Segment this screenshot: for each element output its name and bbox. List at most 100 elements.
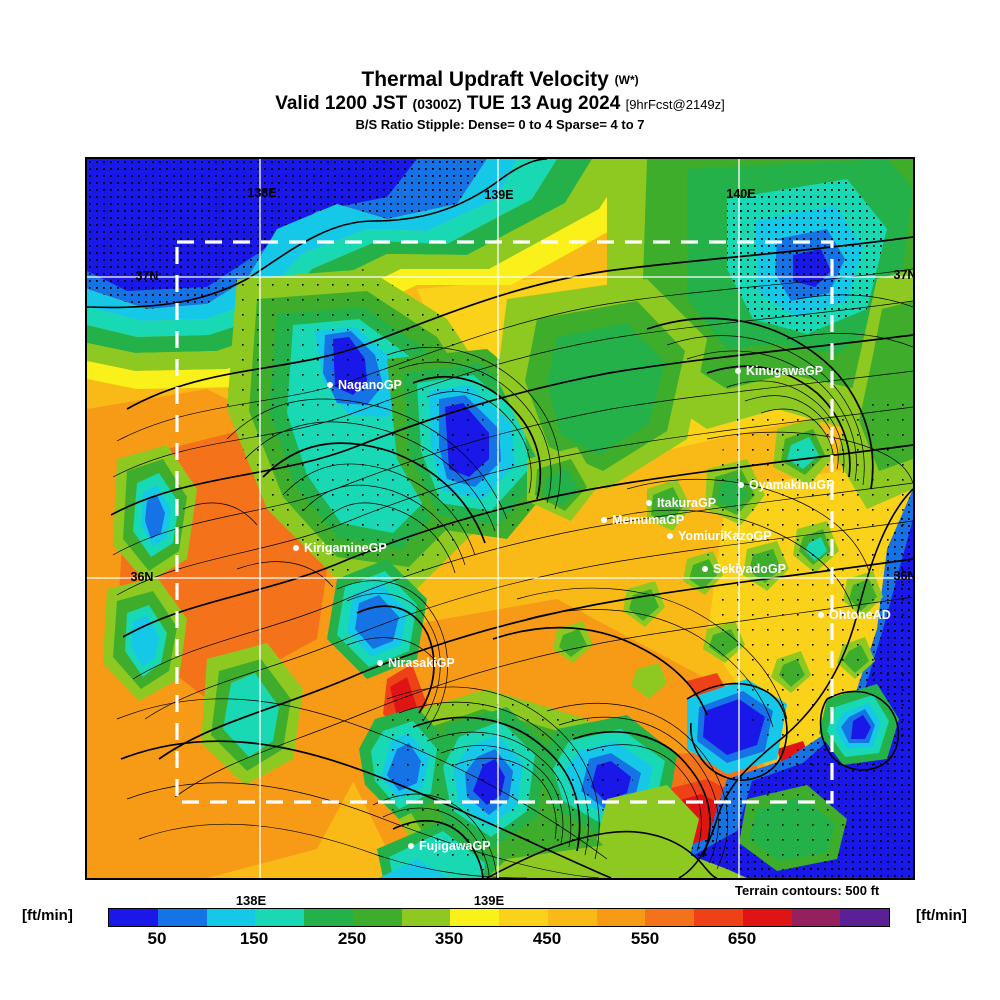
field-band — [145, 495, 165, 539]
colorbar-tick-150: 150 — [239, 929, 269, 948]
colorbar-swatch-9 — [547, 909, 597, 926]
station-dot-icon — [702, 566, 708, 572]
station-label-kinugawagp: KinugawaGP — [746, 364, 823, 378]
colorbar-tick-50: 50 — [147, 929, 167, 948]
colorbar-tick-550: 550 — [630, 929, 660, 948]
subdomain-box — [175, 240, 834, 804]
station-dot-icon — [293, 545, 299, 551]
station-label-oyamakinugp: OyamakinuGP — [749, 478, 834, 492]
station-label-ohtonead: OhtoneAD — [829, 608, 891, 622]
station-ohtonead[interactable]: OhtoneAD — [818, 608, 891, 622]
station-itakuragp[interactable]: ItakuraGP — [646, 496, 716, 510]
station-label-memumagp: MemumaGP — [612, 513, 684, 527]
field-band — [597, 785, 699, 871]
colorbar-swatch-7 — [450, 909, 499, 926]
station-label-yomiurikazogp: YomiuriKazoGP — [678, 529, 772, 543]
station-yomiurikazogp[interactable]: YomiuriKazoGP — [667, 529, 772, 543]
stipple-note: B/S Ratio Stipple: Dense= 0 to 4 Sparse=… — [355, 117, 645, 132]
colorbar-unit-left: [ft/min] — [22, 907, 73, 924]
title-text: Thermal Updraft Velocity — [361, 68, 609, 91]
grid-label-138e: 138E — [247, 186, 276, 200]
valid-date: TUE 13 Aug 2024 — [466, 93, 621, 114]
field-band — [131, 615, 159, 667]
station-label-kirigaminegp: KirigamineGP — [304, 541, 387, 555]
station-dot-icon — [818, 612, 824, 618]
grid-label-140e: 140E — [726, 187, 755, 201]
terrain-contour-note: Terrain contours: 500 ft — [735, 883, 880, 898]
page-title: Thermal Updraft Velocity (W*) — [0, 68, 1000, 92]
colorbar-swatch-0 — [109, 909, 158, 926]
colorbar-swatch-13 — [742, 909, 792, 926]
station-dot-icon — [738, 482, 744, 488]
map-canvas: 138E 139E 140E 37N 37N 36N 36N NaganoGP Kinugaw… — [87, 159, 913, 878]
station-dot-icon — [408, 843, 414, 849]
colorbar-swatch-8 — [499, 909, 548, 926]
station-label-fujigawagp: FujigawaGP — [419, 839, 491, 853]
colorbar-swatch-14 — [791, 909, 841, 926]
station-kirigaminegp[interactable]: KirigamineGP — [293, 541, 387, 555]
field-layer — [87, 159, 913, 878]
station-dot-icon — [327, 382, 333, 388]
station-fujigawagp[interactable]: FujigawaGP — [408, 839, 491, 853]
station-dot-icon — [601, 517, 607, 523]
colorbar-tick-350: 350 — [434, 929, 464, 948]
valid-prefix: Valid 1200 JST — [275, 93, 408, 114]
station-layer: NaganoGP KinugawaGP OyamakinuGP ItakuraGP Me… — [293, 364, 891, 853]
colorbar-panel: [ft/min] [ft/min] 50 150 250 350 450 550 650 — [0, 905, 1000, 965]
stipple-overlay — [87, 159, 487, 309]
valid-time-line: Valid 1200 JST (0300Z) TUE 13 Aug 2024 [… — [0, 92, 1000, 116]
colorbar-swatch-5 — [352, 909, 402, 926]
field-band — [547, 323, 665, 455]
colorbar-tick-650: 650 — [727, 929, 757, 948]
station-label-itakuragp: ItakuraGP — [657, 496, 716, 510]
title-block: Thermal Updraft Velocity (W*) Valid 1200… — [0, 68, 1000, 133]
grid-label-37n: 37N — [894, 268, 913, 282]
station-dot-icon — [646, 500, 652, 506]
station-dot-icon — [735, 368, 741, 374]
colorbar-swatch-15 — [840, 909, 889, 926]
grid-label-layer: 138E 139E 140E 37N 37N 36N 36N — [131, 186, 913, 584]
stipple-overlay — [707, 399, 913, 779]
stipple-overlay — [557, 489, 913, 878]
colorbar-gradient[interactable] — [108, 908, 890, 927]
field-band — [87, 159, 517, 321]
grid-label-36n: 36N — [894, 569, 913, 583]
stipple-overlay — [739, 785, 847, 871]
grid-layer — [87, 159, 913, 878]
field-band — [851, 715, 871, 739]
map-panel[interactable]: 138E 139E 140E 37N 37N 36N 36N NaganoGP Kinugaw… — [85, 157, 915, 880]
colorbar-unit-right: [ft/min] — [916, 907, 967, 924]
station-label-naganogp: NaganoGP — [338, 378, 402, 392]
forecast-tag: [9hrFcst@2149z] — [625, 97, 725, 112]
field-band — [87, 159, 557, 337]
station-oyamakinugp[interactable]: OyamakinuGP — [738, 478, 834, 492]
grid-label-bottom-139e: 139E — [473, 893, 505, 908]
colorbar-swatch-3 — [255, 909, 304, 926]
station-kinugawagp[interactable]: KinugawaGP — [735, 364, 823, 378]
station-dot-icon — [667, 533, 673, 539]
terrain-contour-layer — [110, 236, 913, 878]
colorbar-swatch-11 — [645, 909, 694, 926]
colorbar-swatch-6 — [401, 909, 451, 926]
station-sekiyadogp[interactable]: SekiyadoGP — [702, 562, 786, 576]
colorbar-swatch-10 — [596, 909, 646, 926]
colorbar-tick-450: 450 — [532, 929, 562, 948]
colorbar-tick-250: 250 — [337, 929, 367, 948]
colorbar-swatch-12 — [694, 909, 743, 926]
station-label-sekiyadogp: SekiyadoGP — [713, 562, 786, 576]
colorbar-swatch-2 — [206, 909, 256, 926]
grid-label-bottom-138e: 138E — [235, 893, 267, 908]
grid-label-36n: 36N — [131, 570, 154, 584]
station-dot-icon — [377, 660, 383, 666]
station-label-nirasakigp: NirasakiGP — [388, 656, 455, 670]
valid-utc: (0300Z) — [412, 96, 462, 112]
colorbar-swatch-1 — [157, 909, 207, 926]
station-nirasakigp[interactable]: NirasakiGP — [377, 656, 455, 670]
field-band — [379, 859, 467, 878]
station-memumagp[interactable]: MemumaGP — [601, 513, 684, 527]
station-naganogp[interactable]: NaganoGP — [327, 378, 402, 392]
colorbar-swatch-4 — [304, 909, 353, 926]
stipple-overlay — [727, 179, 887, 334]
grid-label-139e: 139E — [484, 188, 513, 202]
